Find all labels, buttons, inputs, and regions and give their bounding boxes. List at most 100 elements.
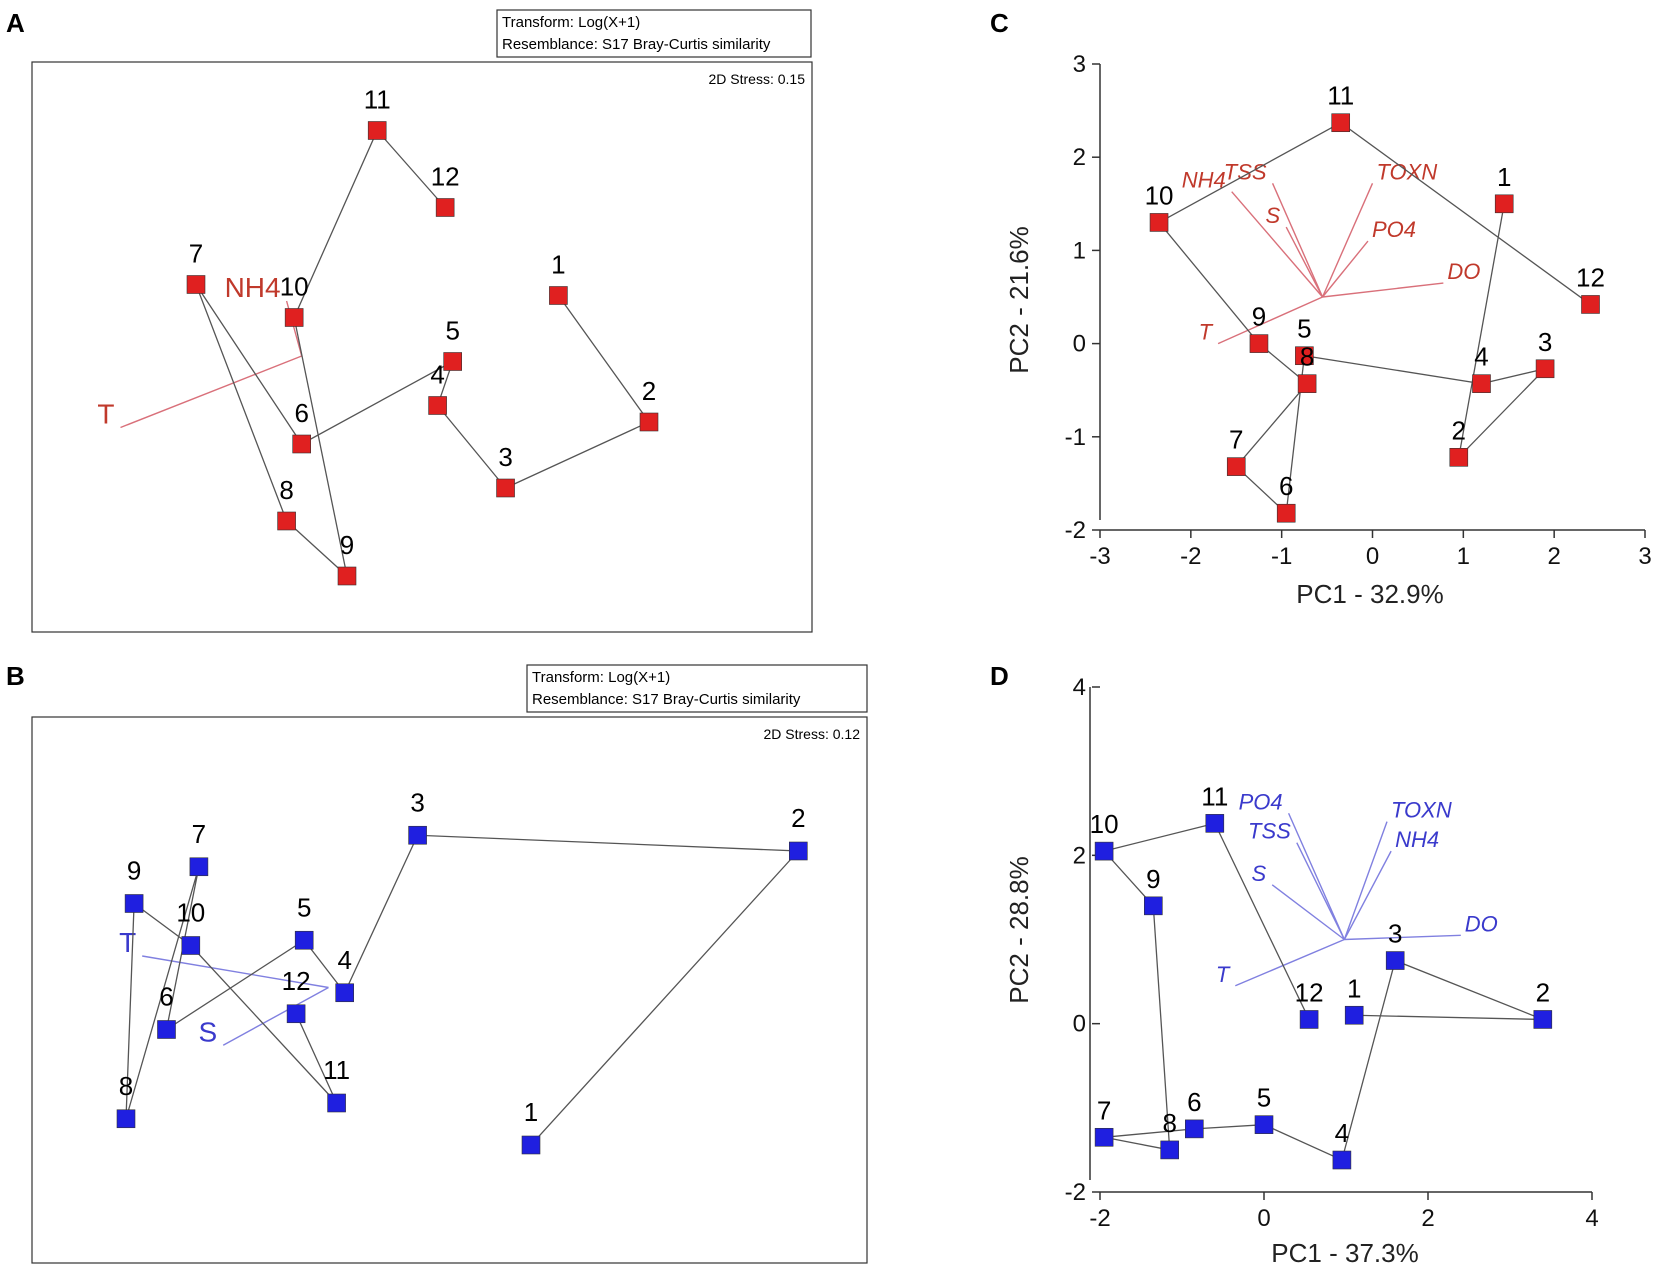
point-marker-7 <box>189 857 209 877</box>
point-marker-7 <box>1094 1127 1114 1147</box>
vector-nh4 <box>1343 850 1392 940</box>
point-label-12: 12 <box>282 966 311 996</box>
point-marker-8 <box>277 511 296 531</box>
y-tick-label: 4 <box>1073 674 1086 701</box>
point-label-7: 7 <box>189 239 203 269</box>
panel-c-xlabel: PC1 - 32.9% <box>1296 579 1443 609</box>
point-label-7: 7 <box>1097 1095 1111 1125</box>
connecting-path <box>125 834 800 1146</box>
y-tick-label: -2 <box>1065 517 1086 544</box>
x-tick-label: 0 <box>1366 543 1379 570</box>
point-marker-6 <box>157 1020 176 1039</box>
point-marker-6 <box>292 434 312 454</box>
point-label-9: 9 <box>1146 864 1160 894</box>
vector-label-do: DO <box>1465 911 1498 936</box>
panel-b-frame <box>31 716 868 1264</box>
point-label-3: 3 <box>1538 327 1552 357</box>
panel-b-transform: Transform: Log(X+1) <box>532 669 670 686</box>
point-marker-12 <box>1299 1010 1319 1029</box>
point-label-4: 4 <box>1335 1118 1349 1148</box>
point-label-3: 3 <box>498 442 512 472</box>
point-marker-4 <box>428 396 447 415</box>
point-label-5: 5 <box>1297 314 1311 344</box>
point-label-5: 5 <box>297 892 311 922</box>
point-label-9: 9 <box>1252 302 1266 332</box>
point-label-8: 8 <box>1162 1108 1176 1138</box>
vector-po4 <box>1287 812 1346 940</box>
vector-do <box>1344 934 1461 941</box>
point-label-1: 1 <box>524 1097 538 1127</box>
y-tick-label: 3 <box>1073 51 1086 78</box>
vector-t <box>1235 938 1345 987</box>
point-label-11: 11 <box>1327 81 1354 111</box>
vector-label-nh4: NH4 <box>225 272 281 303</box>
point-marker-12 <box>286 1004 306 1024</box>
point-marker-3 <box>496 478 515 498</box>
point-marker-9 <box>1249 334 1269 353</box>
vector-label-do: DO <box>1447 259 1480 284</box>
y-tick-label: 0 <box>1073 1011 1086 1038</box>
vector-toxn <box>1321 183 1374 298</box>
vector-label-toxn: TOXN <box>1377 159 1438 184</box>
panel-b-info-box <box>526 664 868 713</box>
point-marker-2 <box>1533 1010 1553 1029</box>
vector-tss <box>1296 842 1345 940</box>
panel-b-stress: 2D Stress: 0.12 <box>764 726 861 742</box>
point-label-12: 12 <box>431 162 460 192</box>
point-marker-11 <box>327 1093 346 1113</box>
x-tick-label: -2 <box>1180 543 1201 570</box>
point-marker-9 <box>337 566 357 586</box>
panel-letter-a: A <box>6 8 25 38</box>
y-tick-label: 0 <box>1073 331 1086 358</box>
panel-a-frame <box>31 61 813 633</box>
point-label-2: 2 <box>1536 977 1550 1007</box>
point-label-1: 1 <box>1347 973 1361 1003</box>
point-label-2: 2 <box>642 376 656 406</box>
point-marker-1 <box>1494 194 1514 214</box>
point-marker-5 <box>294 930 314 950</box>
point-label-6: 6 <box>1187 1087 1201 1117</box>
point-label-11: 11 <box>323 1055 350 1085</box>
point-label-3: 3 <box>410 787 424 817</box>
x-tick-label: 4 <box>1585 1205 1598 1232</box>
panel-letter-b: B <box>6 661 25 691</box>
x-tick-label: 2 <box>1421 1205 1434 1232</box>
point-marker-3 <box>1535 359 1555 379</box>
x-tick-label: 0 <box>1257 1205 1270 1232</box>
point-marker-7 <box>1226 457 1246 476</box>
point-label-10: 10 <box>280 272 309 302</box>
panel-a-transform: Transform: Log(X+1) <box>502 14 640 31</box>
vector-toxn <box>1343 821 1388 940</box>
connecting-path <box>195 129 650 578</box>
point-marker-1 <box>521 1135 541 1155</box>
vector-label-t: T <box>1199 320 1214 345</box>
vector-label-nh4: NH4 <box>1182 168 1226 193</box>
point-marker-8 <box>1297 374 1317 393</box>
point-label-11: 11 <box>1201 781 1228 811</box>
panel-c-ylabel: PC2 - 21.6% <box>1004 226 1034 373</box>
connecting-path <box>1102 822 1544 1161</box>
vector-po4 <box>1321 240 1369 298</box>
point-label-7: 7 <box>192 819 206 849</box>
point-label-6: 6 <box>294 398 308 428</box>
point-label-8: 8 <box>279 475 293 505</box>
x-tick-label: -1 <box>1271 543 1292 570</box>
point-marker-12 <box>435 198 455 217</box>
point-label-2: 2 <box>791 803 805 833</box>
point-marker-9 <box>1144 896 1163 916</box>
point-label-8: 8 <box>119 1071 133 1101</box>
vector-label-s: S <box>1266 203 1281 228</box>
point-marker-11 <box>1331 113 1351 133</box>
connecting-path <box>1158 121 1591 515</box>
point-marker-4 <box>335 983 355 1003</box>
vector-t <box>142 955 329 989</box>
vector-label-tss: TSS <box>1248 819 1291 844</box>
point-marker-5 <box>443 352 463 371</box>
point-marker-10 <box>284 308 304 327</box>
point-label-4: 4 <box>337 945 351 975</box>
x-tick-label: 2 <box>1547 543 1560 570</box>
x-tick-label: -2 <box>1089 1205 1110 1232</box>
panel-a-info-box <box>496 9 812 58</box>
